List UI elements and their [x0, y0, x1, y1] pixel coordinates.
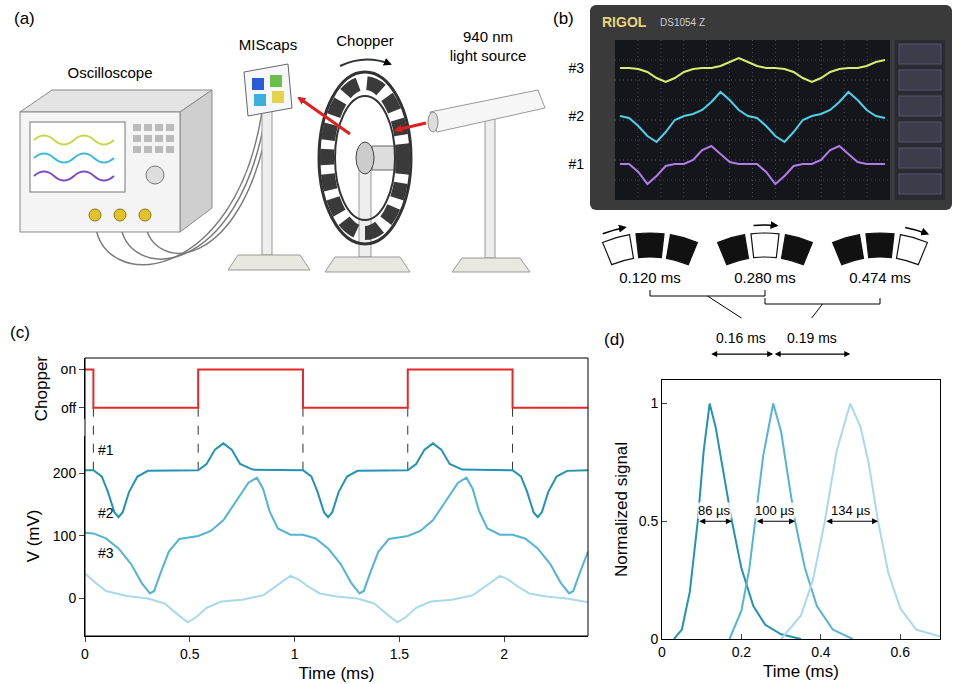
svg-text:(d): (d) — [604, 330, 625, 349]
svg-text:light source: light source — [450, 47, 527, 64]
svg-text:0.16 ms: 0.16 ms — [716, 330, 766, 346]
svg-text:0.2: 0.2 — [732, 644, 752, 660]
svg-text:1: 1 — [291, 646, 299, 662]
svg-text:#3: #3 — [98, 545, 114, 561]
svg-text:134 µs: 134 µs — [831, 503, 871, 518]
svg-text:(b): (b) — [553, 9, 574, 28]
svg-text:200: 200 — [53, 465, 77, 481]
svg-text:RIGOL: RIGOL — [602, 14, 647, 30]
svg-text:V (mV): V (mV) — [24, 509, 43, 562]
svg-text:940 nm: 940 nm — [463, 28, 513, 45]
svg-text:#2: #2 — [568, 108, 584, 124]
svg-text:0: 0 — [68, 590, 76, 606]
svg-text:0.280 ms: 0.280 ms — [734, 269, 796, 286]
svg-text:0.5: 0.5 — [180, 646, 200, 662]
svg-text:Chopper: Chopper — [336, 32, 394, 49]
svg-text:Time (ms): Time (ms) — [299, 664, 375, 683]
svg-text:0.5: 0.5 — [639, 513, 659, 529]
svg-text:#1: #1 — [568, 156, 584, 172]
svg-text:0.6: 0.6 — [891, 644, 911, 660]
svg-text:1: 1 — [650, 395, 658, 411]
svg-text:#3: #3 — [568, 60, 584, 76]
svg-text:0: 0 — [81, 646, 89, 662]
svg-text:100: 100 — [53, 528, 77, 544]
svg-text:Chopper: Chopper — [32, 356, 51, 422]
svg-text:0.19 ms: 0.19 ms — [787, 330, 837, 346]
svg-text:Normalized signal: Normalized signal — [612, 442, 631, 577]
svg-text:(c): (c) — [10, 323, 30, 342]
svg-text:on: on — [61, 361, 77, 377]
svg-text:0.4: 0.4 — [811, 644, 831, 660]
svg-text:#2: #2 — [98, 505, 114, 521]
svg-text:86 µs: 86 µs — [698, 503, 731, 518]
svg-text:DS1054 Z: DS1054 Z — [660, 17, 705, 28]
svg-text:Oscilloscope: Oscilloscope — [67, 64, 152, 81]
svg-text:MIScaps: MIScaps — [239, 36, 297, 53]
svg-text:0: 0 — [650, 631, 658, 647]
svg-text:Time (ms): Time (ms) — [763, 662, 839, 681]
svg-text:(a): (a) — [14, 9, 35, 28]
svg-text:0.120 ms: 0.120 ms — [619, 269, 681, 286]
svg-text:off: off — [61, 400, 76, 416]
svg-text:0.474 ms: 0.474 ms — [849, 269, 911, 286]
svg-text:100 µs: 100 µs — [755, 503, 795, 518]
svg-text:2: 2 — [500, 646, 508, 662]
svg-text:0: 0 — [658, 644, 666, 660]
svg-text:1.5: 1.5 — [390, 646, 410, 662]
svg-text:#1: #1 — [98, 442, 114, 458]
